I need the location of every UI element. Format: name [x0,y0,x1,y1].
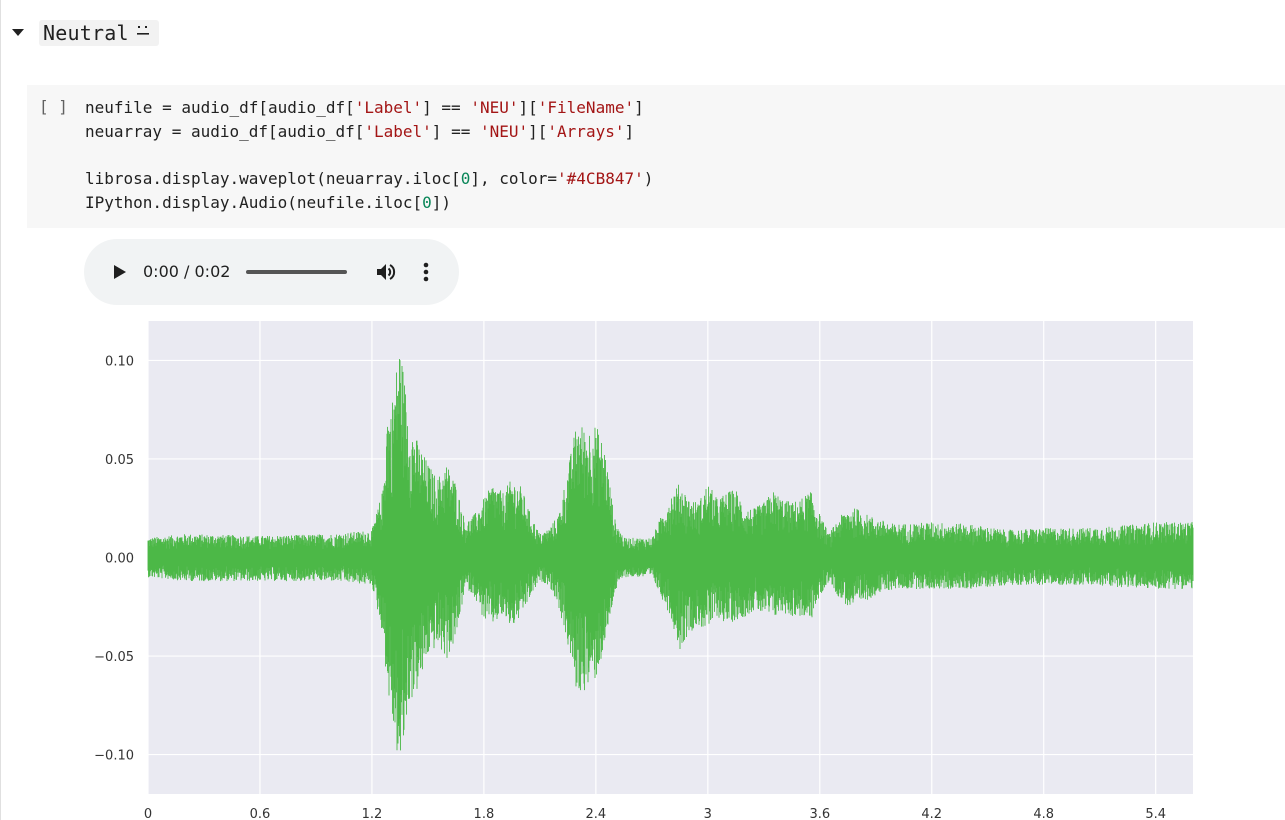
code-token: ] [624,121,635,141]
play-icon [114,265,126,279]
neutral-face-icon [135,22,151,41]
code-token: IPython.display.Audio(neufile.iloc[ [85,192,423,212]
code-token: ]) [431,192,452,212]
y-tick-label: 0.00 [105,552,134,567]
code-token: ] [634,98,644,117]
section-header: Neutral [9,18,159,48]
code-line: librosa.display.waveplot(neuarray.iloc[0… [85,167,653,191]
string-literal: 'NEU' [479,121,529,141]
caret-down-icon [12,29,24,36]
x-tick-label: 3 [704,807,712,820]
x-tick-label: 1.2 [362,807,383,820]
code-editor[interactable]: neufile = audio_df[audio_df['Label'] == … [85,96,653,214]
code-token: ][ [528,121,548,141]
waveform-series [147,358,1194,751]
time-display: 0:00 / 0:02 [143,262,231,281]
more-vertical-icon [423,262,429,282]
code-line: neufile = audio_df[audio_df['Label'] == … [85,96,653,120]
x-tick-label: 2.4 [586,807,607,820]
string-literal: 'Arrays' [547,121,625,141]
y-tick-label: −0.10 [94,749,134,764]
code-token: ) [643,169,654,189]
x-tick-label: 4.8 [1033,807,1054,820]
y-tick-label: 0.05 [105,453,134,468]
section-title: Neutral [43,21,129,45]
code-token: neuarray = audio_df[audio_df[ [85,121,365,141]
code-token: ][ [518,98,538,117]
audio-player: 0:00 / 0:02 [84,239,459,305]
number-literal: 0 [422,192,432,212]
string-literal: 'Label' [354,98,423,117]
code-token: ] == [422,98,471,117]
string-literal: '#4CB847' [557,169,644,189]
play-button[interactable] [108,261,130,283]
collapse-section-button[interactable] [9,24,27,42]
waveform-plot: 0 0.6 1.2 1.8 2.4 3 3.6 4.2 4.8 5.4 0.10 0.05 0.00 −0… [94,321,1194,820]
number-literal: 0 [460,169,471,189]
string-literal: 'NEU' [470,98,519,117]
code-cell[interactable]: [ ] neufile = audio_df[audio_df['Label']… [27,85,1285,228]
code-token: ], color= [470,169,558,189]
string-literal: 'FileName' [537,98,635,117]
code-line: neuarray = audio_df[audio_df['Label'] ==… [85,120,653,144]
x-tick-label: 3.6 [809,807,830,820]
code-token: neufile = audio_df[audio_df[ [85,98,355,117]
x-tick-label: 0 [144,807,152,820]
x-tick-label: 1.8 [474,807,495,820]
volume-icon [377,264,396,280]
y-tick-label: 0.10 [105,354,134,369]
x-tick-label: 4.2 [921,807,942,820]
x-tick-label: 0.6 [250,807,271,820]
code-line: IPython.display.Audio(neufile.iloc[0]) [85,191,653,215]
code-token: librosa.display.waveplot(neuarray.iloc[ [85,169,461,189]
code-token: ] == [431,121,480,141]
waveform-chart: 0 0.6 1.2 1.8 2.4 3 3.6 4.2 4.8 5.4 0.10 0.05 0.00 −0… [1,300,1285,820]
string-literal: 'Label' [364,121,432,141]
x-tick-label: 5.4 [1145,807,1166,820]
volume-button[interactable] [374,260,398,284]
run-cell-button[interactable]: [ ] [39,97,68,116]
more-options-button[interactable] [416,260,436,284]
code-line [85,143,653,167]
seek-bar[interactable] [246,270,347,274]
section-heading: Neutral [39,20,159,46]
y-tick-label: −0.05 [94,650,134,665]
